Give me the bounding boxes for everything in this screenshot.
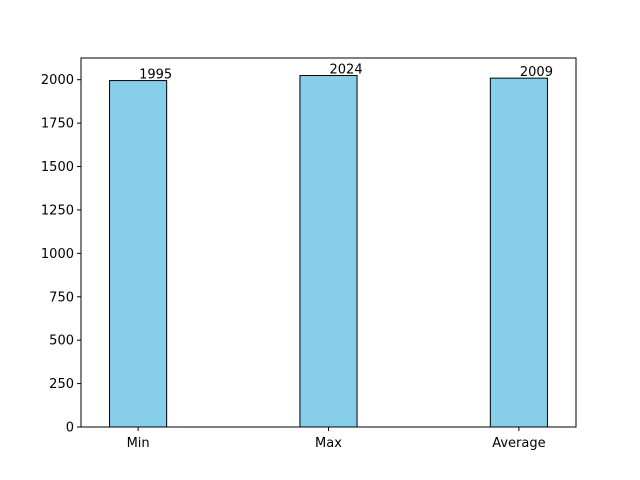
y-tick-label: 0 bbox=[66, 421, 74, 436]
y-tick-label: 500 bbox=[49, 334, 74, 349]
bar-max bbox=[299, 75, 358, 428]
x-tick-label-average: Average bbox=[492, 436, 545, 451]
y-tick-label: 250 bbox=[49, 377, 74, 392]
value-labels-layer: 1995 2024 2009 bbox=[139, 63, 553, 83]
value-label-average: 2009 bbox=[520, 65, 553, 80]
bar-min bbox=[109, 80, 168, 428]
y-tick-label: 1750 bbox=[41, 117, 74, 132]
y-tick-label: 2000 bbox=[41, 73, 74, 88]
y-axis: 0 250 500 750 1000 1250 1500 1750 2000 bbox=[41, 73, 81, 436]
bars-layer bbox=[109, 75, 548, 428]
y-tick-label: 1000 bbox=[41, 247, 74, 262]
x-axis: Min Max Average bbox=[127, 427, 546, 451]
value-label-min: 1995 bbox=[139, 68, 172, 83]
y-tick-label: 750 bbox=[49, 290, 74, 305]
y-tick-label: 1500 bbox=[41, 160, 74, 175]
value-label-max: 2024 bbox=[330, 63, 363, 78]
y-tick-label: 1250 bbox=[41, 203, 74, 218]
plot-frame bbox=[80, 57, 577, 428]
bar-average bbox=[489, 77, 548, 428]
x-tick-label-min: Min bbox=[127, 436, 150, 451]
x-tick-label-max: Max bbox=[315, 436, 342, 451]
